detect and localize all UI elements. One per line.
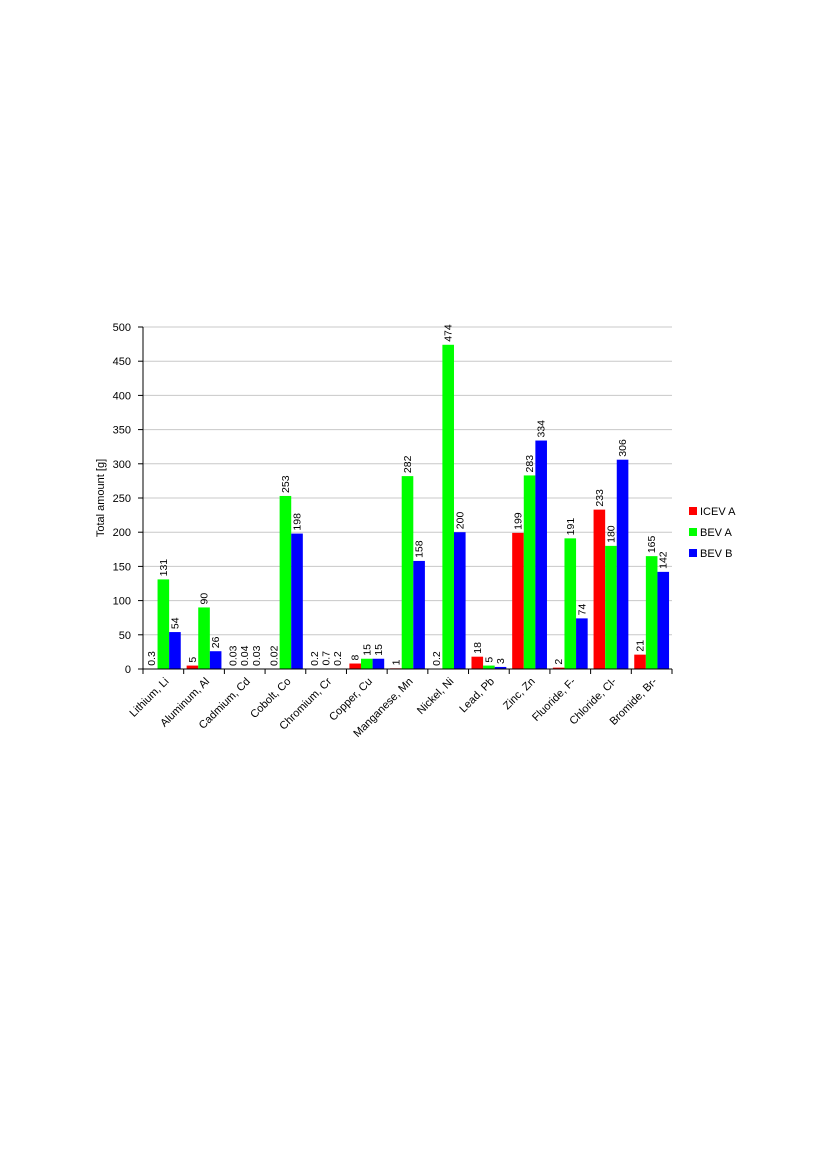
value-label: 0.02	[268, 645, 280, 666]
value-label: 15	[373, 644, 385, 656]
value-label: 1	[390, 659, 402, 665]
y-tick-label: 350	[113, 425, 131, 437]
bar	[372, 658, 385, 669]
value-label: 180	[605, 525, 617, 543]
bar	[198, 607, 210, 669]
category-label: Lithium, Li	[128, 676, 172, 720]
value-label: 2	[553, 659, 565, 665]
category-label: Zinc, Zn	[501, 676, 538, 713]
legend-swatch	[689, 507, 697, 515]
bar	[471, 656, 484, 669]
bar	[169, 632, 181, 669]
y-tick-labels: 0 50 100 150 200 250 300 350 400 450 500	[113, 322, 143, 676]
bar	[349, 663, 362, 669]
value-label: 15	[361, 644, 373, 656]
y-tick-label: 300	[113, 459, 131, 471]
bar	[552, 667, 565, 669]
y-tick-label: 400	[113, 390, 131, 402]
category-label: Lead, Pb	[457, 676, 497, 716]
value-label: 199	[512, 512, 524, 530]
bar	[616, 459, 629, 669]
value-label: 0.03	[251, 645, 263, 666]
bar	[279, 495, 292, 669]
bar	[523, 475, 536, 669]
bar	[291, 533, 303, 669]
value-label: 131	[158, 559, 170, 577]
value-label: 233	[594, 489, 606, 507]
value-label: 165	[646, 535, 658, 553]
value-label: 306	[617, 439, 629, 457]
bar	[634, 654, 646, 669]
value-label: 0.2	[332, 651, 344, 666]
value-label: 5	[187, 657, 199, 663]
y-tick-label: 0	[125, 664, 131, 676]
bar	[209, 651, 222, 669]
legend-label: BEV B	[700, 548, 732, 560]
value-label: 0.7	[321, 651, 333, 666]
bar	[361, 658, 373, 669]
y-tick-label: 450	[113, 356, 131, 368]
bar	[535, 440, 547, 669]
value-label: 0.2	[309, 651, 321, 666]
value-label: 0.2	[431, 651, 443, 666]
value-label: 21	[635, 640, 647, 652]
bar	[442, 344, 454, 669]
y-tick-label: 500	[113, 322, 131, 334]
value-label: 0.3	[146, 651, 158, 666]
bar	[157, 579, 170, 669]
legend: ICEV A BEV A BEV B	[689, 506, 736, 560]
bar	[413, 560, 425, 669]
bar	[401, 476, 414, 669]
category-label: Nickel, Ni	[415, 676, 456, 717]
value-label: 0.04	[239, 645, 251, 666]
value-label: 283	[524, 455, 536, 473]
value-label: 142	[658, 551, 670, 569]
legend-swatch	[689, 528, 697, 536]
bar	[564, 538, 577, 669]
y-tick-label: 150	[113, 561, 131, 573]
y-tick-label: 250	[113, 493, 131, 505]
bar	[186, 665, 199, 669]
value-label: 334	[536, 420, 548, 438]
value-label: 282	[402, 455, 414, 473]
bar	[494, 666, 507, 669]
bar	[512, 532, 524, 669]
value-label: 54	[169, 617, 181, 629]
y-axis-title: Total amount [g]	[95, 459, 107, 537]
value-label: 90	[199, 593, 211, 605]
bars	[145, 344, 670, 669]
bar	[605, 545, 617, 669]
bar	[453, 532, 466, 669]
y-tick-label: 200	[113, 527, 131, 539]
bar	[576, 618, 588, 669]
legend-label: ICEV A	[700, 506, 736, 518]
value-label: 158	[414, 540, 426, 558]
value-label: 3	[495, 658, 507, 664]
value-label: 5	[483, 657, 495, 663]
value-label: 0.03	[228, 645, 240, 666]
bar	[645, 556, 658, 669]
value-label: 200	[454, 512, 466, 530]
value-label: 74	[576, 604, 588, 616]
y-tick-label: 50	[119, 630, 131, 642]
bar	[483, 665, 495, 669]
value-label: 191	[565, 518, 577, 536]
y-tick-label: 100	[113, 596, 131, 608]
legend-swatch	[689, 549, 697, 557]
value-label: 18	[472, 642, 484, 654]
value-label: 26	[210, 636, 222, 648]
bar	[593, 509, 606, 669]
value-label: 253	[280, 475, 292, 493]
legend-label: BEV A	[700, 527, 732, 539]
bar	[657, 571, 670, 669]
value-label: 8	[350, 655, 362, 661]
value-label: 474	[443, 324, 455, 342]
value-label: 198	[292, 513, 304, 531]
